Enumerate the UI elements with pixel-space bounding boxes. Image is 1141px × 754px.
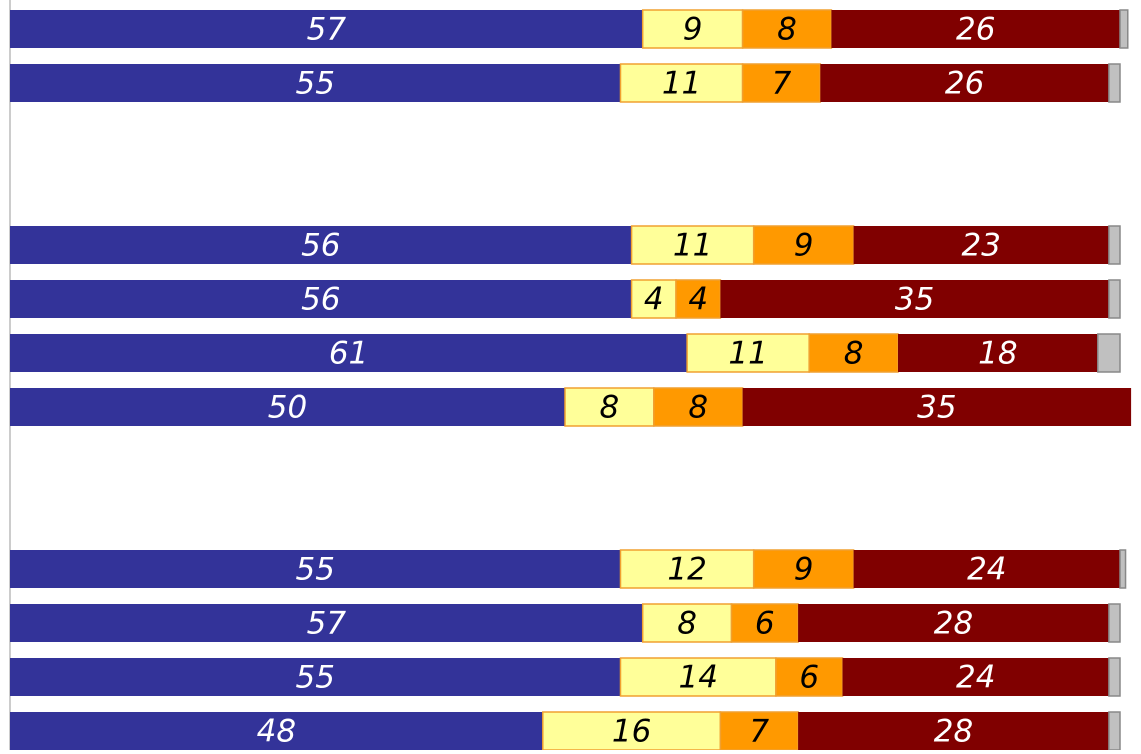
data-label: 8 [688,390,708,426]
data-label: 55 [296,552,335,588]
data-label: 24 [956,660,995,696]
data-label: 35 [917,390,956,426]
data-label: 8 [600,390,620,426]
bar-segment [1108,279,1121,319]
bar-segment [10,10,643,48]
bar-segment [720,280,1109,318]
data-label: 16 [612,714,651,750]
bar-segment [10,334,688,372]
bar-segment [10,226,632,264]
data-label: 7 [772,66,792,102]
bar-segment [719,711,799,751]
bar-segment [10,280,632,318]
bar-segment [619,63,744,103]
bar-segment [641,603,733,643]
bar-segment [1108,225,1121,265]
bar-segment [564,387,655,427]
bar-segment [730,603,799,643]
data-label: 11 [673,228,712,264]
data-label: 28 [934,714,973,750]
bar-segment [752,225,855,265]
bar-segment [619,657,777,697]
data-label: 35 [895,282,934,318]
bar-segment [1119,9,1129,49]
data-label: 11 [728,336,767,372]
bar-segment [1108,657,1121,697]
bar-segment [630,225,755,265]
bar-segment [10,388,565,426]
bar-segment [898,334,1098,372]
bar-segment [798,604,1109,642]
data-label: 28 [934,606,973,642]
bar-segment [1119,549,1127,589]
data-label: 23 [962,228,1001,264]
data-label: 14 [678,660,717,696]
data-label: 61 [329,336,368,372]
bar-segment [1108,63,1121,103]
data-label: 8 [677,606,697,642]
bar-segment [10,712,543,750]
bar-segment [742,388,1132,426]
data-label: 8 [844,336,864,372]
data-label: 56 [301,282,340,318]
bar-segment [10,658,621,696]
bar-segment [831,10,1120,48]
bar-segment [1108,603,1121,643]
bar-segment [842,658,1109,696]
data-label: 55 [296,660,335,696]
bar-segment [630,279,677,319]
data-label: 4 [644,282,664,318]
bar-segment [653,387,744,427]
data-label: 56 [301,228,340,264]
data-label: 11 [662,66,701,102]
bar-segment [542,711,722,751]
data-label: 9 [794,228,814,264]
data-label: 7 [749,714,769,750]
data-label: 57 [307,606,347,642]
bar-segment [10,604,643,642]
bar-segment [741,63,822,103]
data-label: 18 [978,336,1017,372]
bar-segment [741,9,833,49]
data-label: 48 [257,714,296,750]
bar-segment [853,550,1120,588]
data-label: 24 [967,552,1006,588]
bar-segment [1097,333,1121,373]
data-label: 4 [688,282,708,318]
data-label: 55 [296,66,335,102]
bar-segment [675,279,722,319]
data-label: 9 [683,12,703,48]
data-label: 50 [268,390,307,426]
data-label: 9 [794,552,814,588]
data-label: 8 [777,12,797,48]
bar-segment [853,226,1109,264]
data-label: 6 [799,660,819,696]
bar-segment [1108,711,1121,751]
data-label: 26 [956,12,995,48]
bar-segment [686,333,810,373]
data-label: 6 [755,606,775,642]
data-label: 12 [667,552,706,588]
bar-segment [10,64,621,102]
bar-segment [808,333,899,373]
bar-segment [798,712,1109,750]
bar-segment [752,549,855,589]
bar-segment [10,550,621,588]
data-label: 57 [307,12,347,48]
data-label: 26 [945,66,984,102]
bar-segment [820,64,1109,102]
bar-segment [641,9,744,49]
